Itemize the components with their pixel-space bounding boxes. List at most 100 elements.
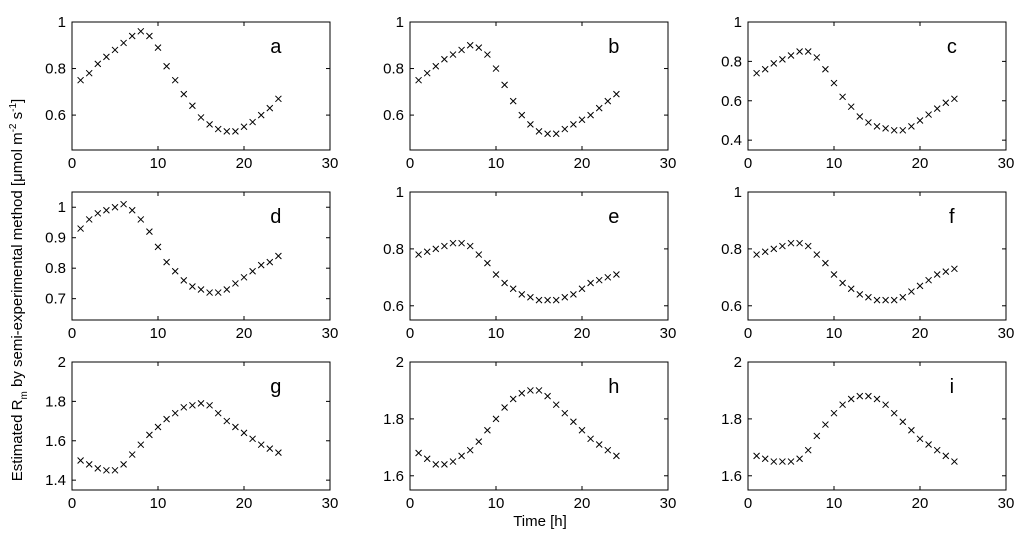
data-point (154, 44, 162, 51)
panel-d: 0 10 20 30 0.7 0.8 0.9 1 d (45, 191, 338, 342)
x-tick-label: 10 (488, 155, 505, 172)
y-tick-label: 1.6 (383, 468, 404, 485)
data-point (951, 265, 958, 273)
x-tick-label: 20 (912, 495, 929, 512)
data-point (787, 239, 795, 247)
data-point (561, 125, 569, 133)
data-point (441, 461, 448, 468)
data-point (240, 123, 248, 131)
data-point (449, 458, 457, 465)
y-tick-label: 0.6 (45, 107, 66, 124)
data-point (214, 289, 222, 296)
data-point (796, 239, 803, 247)
x-tick-label: 0 (744, 325, 752, 342)
data-point (796, 455, 803, 463)
data-point (544, 296, 551, 304)
data-point (509, 395, 517, 403)
data-point (223, 128, 231, 135)
data-point (111, 466, 119, 474)
data-point (561, 293, 569, 301)
data-point (804, 446, 812, 454)
data-point (578, 285, 586, 293)
panel-f: 0 10 20 30 0.6 0.8 1 f (721, 184, 1014, 342)
y-tick-label: 0.6 (721, 93, 742, 110)
y-tick-label: 1 (734, 14, 742, 31)
panel-letter: i (950, 376, 954, 398)
data-point (137, 27, 145, 35)
data-point (423, 455, 431, 463)
data-point (458, 452, 465, 460)
data-point (951, 95, 958, 103)
data-point (120, 461, 127, 468)
x-tick-label: 20 (912, 155, 929, 172)
y-tick-label: 0.8 (383, 61, 404, 78)
data-point (266, 104, 274, 112)
data-point (770, 245, 778, 253)
data-point (232, 128, 239, 135)
data-point (604, 446, 612, 454)
axes-box (747, 191, 1007, 321)
data-point (613, 452, 620, 460)
data-point (171, 409, 179, 417)
x-tick-label: 10 (150, 495, 167, 512)
data-point (925, 441, 932, 448)
data-point (578, 426, 586, 434)
data-point (249, 267, 256, 275)
data-point (206, 121, 213, 128)
data-point (240, 429, 248, 437)
x-axis-label: Time [h] (513, 513, 567, 530)
axes-box (409, 21, 669, 151)
x-tick-label: 20 (574, 155, 591, 172)
y-tick-label: 1.8 (383, 411, 404, 428)
data-point (535, 387, 543, 394)
panel-letter: c (947, 36, 957, 58)
data-point (779, 458, 786, 465)
data-point (822, 65, 829, 73)
data-point (882, 124, 889, 132)
data-point (249, 435, 256, 443)
data-point (908, 288, 915, 295)
data-point (552, 130, 560, 138)
data-point (509, 97, 517, 105)
data-point (873, 296, 881, 304)
data-point (266, 445, 274, 452)
x-tick-label: 10 (488, 495, 505, 512)
data-point (753, 251, 760, 258)
data-point (475, 438, 483, 445)
data-point (128, 32, 136, 40)
data-point (484, 426, 491, 434)
data-point (85, 69, 93, 77)
data-point (787, 52, 795, 59)
y-tick-label: 2 (734, 354, 742, 371)
y-label-rest: by semi-experimental method [ (9, 181, 26, 391)
data-point (257, 111, 265, 119)
x-tick-label: 30 (660, 155, 677, 172)
data-point (475, 251, 483, 258)
data-point (189, 102, 196, 110)
x-tick-label: 0 (68, 155, 76, 172)
y-label-unit: mol m (9, 132, 26, 173)
data-point (890, 126, 898, 134)
y-tick-label: 1.6 (45, 433, 66, 450)
data-point (942, 99, 950, 107)
data-point (830, 79, 838, 87)
y-tick-label: 1.8 (45, 393, 66, 410)
data-point (441, 55, 448, 63)
data-point (103, 206, 110, 214)
y-label-main: Estimated R (9, 399, 26, 481)
data-point (933, 105, 941, 112)
panel-letter: f (949, 206, 955, 228)
data-point (501, 81, 508, 89)
data-point (552, 296, 560, 304)
x-tick-label: 0 (406, 325, 414, 342)
data-point (527, 293, 534, 301)
data-point (753, 452, 760, 460)
data-point (432, 62, 440, 70)
x-tick-label: 10 (150, 325, 167, 342)
data-point (180, 90, 188, 98)
x-tick-label: 30 (998, 325, 1015, 342)
data-point (432, 461, 440, 468)
y-tick-label: 1.8 (721, 411, 742, 428)
data-point (613, 90, 620, 98)
data-point (197, 114, 205, 121)
